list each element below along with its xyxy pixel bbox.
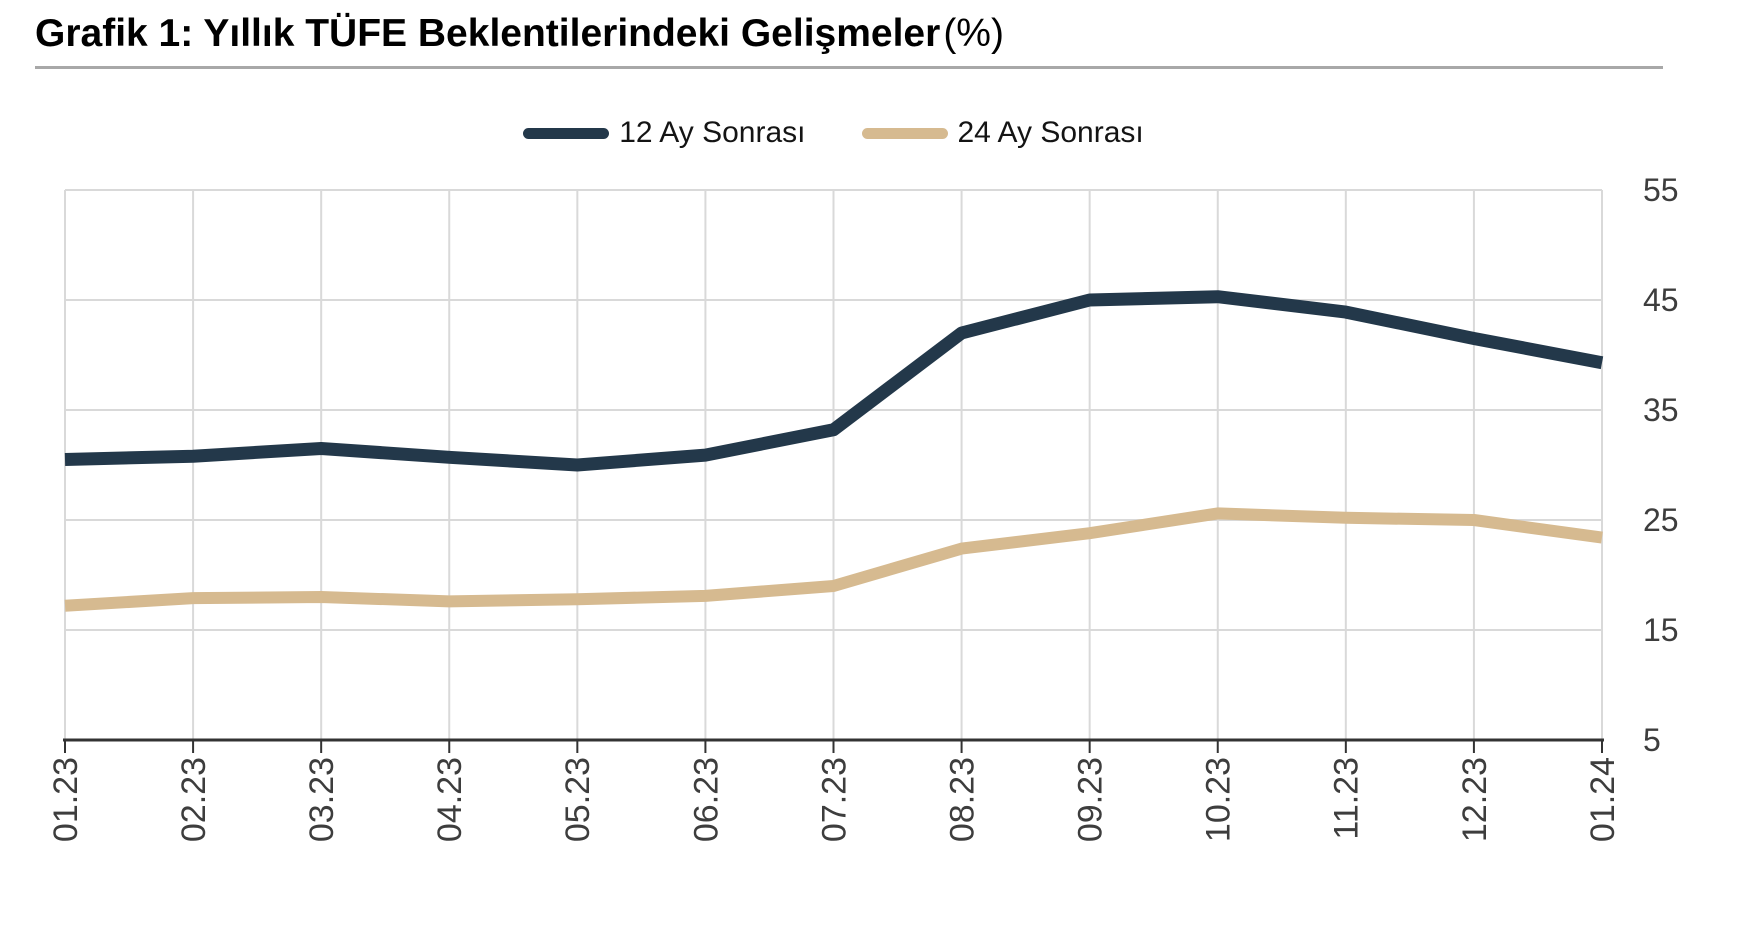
x-axis-label: 09.23 [1072,757,1110,842]
y-axis-label: 35 [1643,392,1679,428]
chart-legend: 12 Ay Sonrası 24 Ay Sonrası [65,116,1602,150]
x-axis-label: 05.23 [559,757,597,842]
x-axis-label: 04.23 [431,757,469,842]
x-axis-label: 02.23 [175,757,213,842]
legend-item-12-ay: 12 Ay Sonrası [523,116,806,150]
legend-label-12-ay: 12 Ay Sonrası [619,116,806,149]
y-axis-label: 25 [1643,502,1679,538]
title-underline [35,66,1663,69]
legend-label-24-ay: 24 Ay Sonrası [957,116,1144,149]
x-axis-label: 01.23 [47,757,85,842]
legend-swatch-12-ay [523,127,610,139]
x-axis-label: 11.23 [1328,757,1366,840]
x-axis-label: 12.23 [1456,757,1494,842]
series-line-24-ay-sonrası [64,507,1603,612]
legend-swatch-24-ay [861,127,948,139]
x-axis-label: 10.23 [1200,757,1238,842]
x-axis-label: 07.23 [815,757,853,842]
x-axis-label: 01.24 [1584,757,1622,842]
chart-title-unit: (%) [943,12,1004,55]
x-axis-label: 08.23 [943,757,981,842]
chart-title-text: Grafik 1: Yıllık TÜFE Beklentilerindeki … [35,12,941,55]
chart-title: Grafik 1: Yıllık TÜFE Beklentilerindeki … [35,12,1004,56]
x-axis-label: 03.23 [303,757,341,842]
y-axis-label: 15 [1643,612,1679,648]
x-axis-label: 06.23 [687,757,725,842]
y-axis-label: 5 [1643,722,1661,758]
series-line-12-ay-sonrası [64,290,1604,472]
y-axis-label: 45 [1643,282,1679,318]
y-axis-label: 55 [1643,172,1679,208]
legend-item-24-ay: 24 Ay Sonrası [861,116,1144,150]
